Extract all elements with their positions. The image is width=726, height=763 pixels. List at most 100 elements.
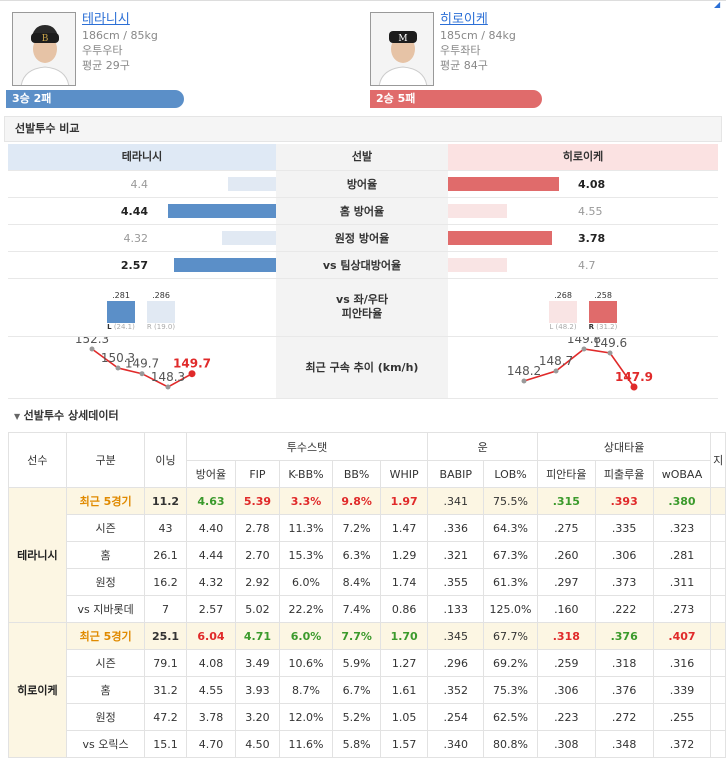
splits-label-line1: vs 좌/우타 (336, 293, 388, 306)
velocity-label-value: 149.6 (593, 337, 627, 350)
stat-cell-era: 3.78 (185, 703, 237, 731)
svg-text:B: B (42, 34, 49, 44)
compare-bar-right (448, 177, 559, 191)
stat-cell-lob: 61.3% (483, 568, 538, 596)
collapse-triangle-icon[interactable]: ▼ (14, 412, 21, 421)
compare-header-mid: 선발 (276, 144, 448, 170)
col-header-lob: LOB% (483, 460, 538, 488)
stat-cell-bb: 5.8% (332, 730, 381, 758)
stat-cell-bb: 5.2% (332, 703, 381, 731)
stat-cell-bb: 8.4% (332, 568, 381, 596)
compare-table: 테라니시 선발 히로이케 4.4 방어율 4.08 4.44 홈 방어율 4.55 4.32… (8, 144, 718, 399)
overflow-cell (710, 541, 726, 569)
stat-cell-avg: .308 (536, 730, 596, 758)
split-tag: L (549, 323, 554, 331)
stat-cell-whip: 0.86 (379, 595, 429, 623)
stat-cell-lob: 75.5% (483, 487, 538, 515)
overflow-cell (710, 487, 726, 515)
compare-header-left: 테라니시 (8, 144, 276, 170)
stat-cell-babip: .321 (427, 541, 485, 569)
splits-label-line2: 피안타율 (341, 307, 383, 320)
stat-cell-babip: .345 (427, 622, 485, 650)
detail-table: 선수 구분 이닝 투수스탯 운 상대타율 지 방어율 FIP K-BB% BB%… (8, 432, 726, 758)
stat-cell-babip: .336 (427, 514, 485, 542)
table-row: vs 지바롯데 7 2.57 5.02 22.2% 7.4% 0.86.133 125.0%.… (9, 595, 726, 623)
category-cell: vs 지바롯데 (65, 595, 146, 623)
stat-cell-kbb: 8.7% (278, 676, 334, 704)
table-row: 원정 47.2 3.78 3.20 12.0% 5.2% 1.05.254 62.5% .223… (9, 703, 726, 731)
col-header-fip: FIP (235, 460, 280, 488)
split-avg: .268 (554, 291, 572, 300)
stat-cell-lob: 67.7% (483, 622, 538, 650)
pitcher-photo-right: M (370, 12, 434, 86)
stat-cell-kbb: 10.6% (278, 649, 334, 677)
col-header-player: 선수 (8, 432, 67, 488)
split-tag: R (588, 323, 595, 331)
col-header-woba: wOBAA (652, 460, 712, 488)
category-cell: 원정 (65, 568, 146, 596)
player-cell: 테라니시 (8, 487, 67, 623)
velocity-label-value: 150.3 (101, 351, 135, 365)
stat-cell-woba: .407 (652, 622, 712, 650)
record-bar-right: 2승 5패 (370, 90, 542, 108)
ip-cell: 43 (144, 514, 187, 542)
compare-value-right: 4.7 (578, 259, 596, 272)
compare-label: vs 팀상대방어율 (276, 252, 448, 278)
stat-cell-avg: .260 (536, 541, 596, 569)
compare-value-left: 2.57 (120, 259, 148, 272)
compare-value-right: 4.55 (578, 205, 603, 218)
pitcher-name-left[interactable]: 테라니시 (82, 12, 130, 27)
split-ab: (48.2) (555, 323, 577, 331)
velocity-label-value: 149.7 (173, 357, 211, 371)
stat-cell-woba: .311 (652, 568, 712, 596)
stat-cell-era: 4.40 (185, 514, 237, 542)
overflow-cell (710, 676, 726, 704)
stat-cell-era: 4.70 (185, 730, 237, 758)
compare-value-left: 4.32 (123, 232, 149, 245)
compare-bar-left (168, 204, 276, 218)
stat-cell-fip: 4.71 (235, 622, 280, 650)
table-row: 시즌 79.1 4.08 3.49 10.6% 5.9% 1.27.296 69.2% .259… (9, 649, 726, 677)
category-cell: vs 오릭스 (65, 730, 146, 758)
stat-cell-fip: 3.49 (235, 649, 280, 677)
split-bar (107, 301, 135, 323)
top-divider (0, 0, 726, 1)
compare-value-right: 4.08 (578, 178, 606, 191)
ip-cell: 15.1 (144, 730, 187, 758)
pitcher-name-right[interactable]: 히로이케 (440, 12, 488, 27)
stat-cell-whip: 1.74 (379, 568, 429, 596)
velocity-label-value: 147.9 (615, 370, 653, 384)
velocity-point (165, 384, 171, 390)
split-ab: (24.1) (113, 323, 135, 331)
stat-cell-era: 4.08 (185, 649, 237, 677)
stat-cell-kbb: 15.3% (278, 541, 334, 569)
split-tag: R (146, 323, 152, 331)
stat-cell-obp: .222 (594, 595, 654, 623)
col-header-whip: WHIP (379, 460, 429, 488)
stat-cell-whip: 1.05 (379, 703, 429, 731)
stat-cell-kbb: 3.3% (278, 487, 334, 515)
stat-cell-obp: .318 (594, 649, 654, 677)
stat-cell-babip: .340 (427, 730, 485, 758)
stat-cell-whip: 1.70 (379, 622, 429, 650)
table-row: vs 오릭스 15.1 4.70 4.50 11.6% 5.8% 1.57.340 80.8%… (9, 730, 726, 758)
stat-cell-fip: 3.20 (235, 703, 280, 731)
stat-cell-woba: .372 (652, 730, 712, 758)
stat-cell-obp: .335 (594, 514, 654, 542)
compare-header-right: 히로이케 (448, 144, 718, 170)
compare-label: 원정 방어율 (276, 225, 448, 251)
stat-cell-whip: 1.57 (379, 730, 429, 758)
stat-cell-whip: 1.61 (379, 676, 429, 704)
ip-cell: 25.1 (144, 622, 187, 650)
stat-cell-era: 4.32 (185, 568, 237, 596)
stat-cell-bb: 7.2% (332, 514, 381, 542)
category-cell: 원정 (65, 703, 146, 731)
pitcher-body-right: 185cm / 84kg (440, 29, 516, 42)
stat-cell-fip: 5.02 (235, 595, 280, 623)
split-avg: .281 (112, 291, 130, 300)
stat-cell-obp: .373 (594, 568, 654, 596)
stat-cell-woba: .255 (652, 703, 712, 731)
split-right-vsL: .268 L (48.2) (548, 291, 578, 332)
